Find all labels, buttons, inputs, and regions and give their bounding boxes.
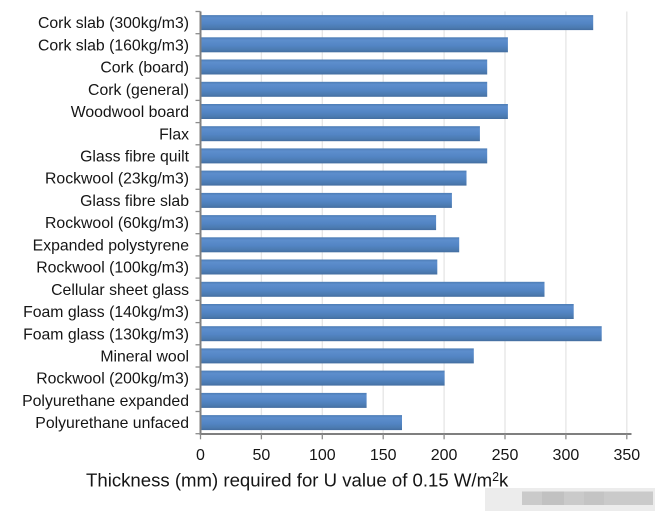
svg-text:250: 250 bbox=[492, 447, 519, 464]
svg-text:Cork slab (300kg/m3): Cork slab (300kg/m3) bbox=[38, 15, 189, 32]
svg-text:Polyurethane unfaced: Polyurethane unfaced bbox=[35, 415, 189, 432]
svg-text:50: 50 bbox=[253, 447, 271, 464]
svg-text:350: 350 bbox=[613, 447, 640, 464]
svg-text:Rockwool (23kg/m3): Rockwool (23kg/m3) bbox=[45, 171, 189, 188]
svg-text:Polyurethane expanded: Polyurethane expanded bbox=[22, 393, 189, 410]
svg-text:Cork slab (160kg/m3): Cork slab (160kg/m3) bbox=[38, 37, 189, 54]
svg-text:Rockwool (100kg/m3): Rockwool (100kg/m3) bbox=[36, 260, 189, 277]
svg-text:Expanded polystyrene: Expanded polystyrene bbox=[33, 237, 190, 254]
svg-text:Rockwool (200kg/m3): Rockwool (200kg/m3) bbox=[36, 371, 189, 388]
svg-text:Glass fibre quilt: Glass fibre quilt bbox=[80, 149, 189, 166]
svg-text:150: 150 bbox=[370, 447, 397, 464]
svg-text:0: 0 bbox=[196, 447, 205, 464]
svg-text:Flax: Flax bbox=[159, 126, 189, 143]
svg-text:Cork (board): Cork (board) bbox=[100, 60, 189, 77]
svg-text:200: 200 bbox=[431, 447, 458, 464]
svg-text:Foam glass (130kg/m3): Foam glass (130kg/m3) bbox=[23, 326, 189, 343]
svg-text:Rockwool (60kg/m3): Rockwool (60kg/m3) bbox=[45, 215, 189, 232]
svg-text:Cork (general): Cork (general) bbox=[88, 82, 189, 99]
svg-text:Cellular sheet glass: Cellular sheet glass bbox=[51, 282, 189, 299]
svg-text:Thickness (mm) required for U: Thickness (mm) required for U value of 0… bbox=[86, 470, 509, 491]
svg-text:Mineral wool: Mineral wool bbox=[100, 349, 189, 366]
svg-text:Woodwool board: Woodwool board bbox=[71, 104, 189, 121]
svg-text:100: 100 bbox=[309, 447, 336, 464]
svg-text:300: 300 bbox=[553, 447, 580, 464]
svg-text:Foam glass (140kg/m3): Foam glass (140kg/m3) bbox=[23, 304, 189, 321]
svg-text:Glass fibre slab: Glass fibre slab bbox=[80, 193, 189, 210]
